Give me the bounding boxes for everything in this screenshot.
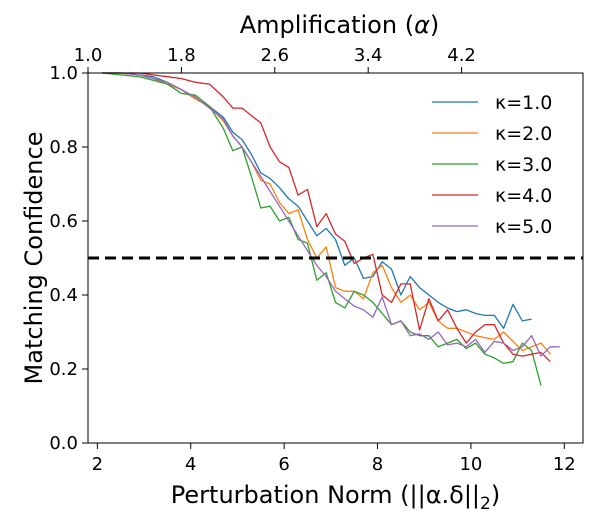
legend: κ=1.0 κ=2.0 κ=3.0 κ=4.0 κ=5.0 bbox=[432, 92, 552, 238]
x-tick-label: 2 bbox=[92, 454, 103, 475]
y-tick-label: 0.4 bbox=[49, 285, 78, 306]
legend-label-2: κ=2.0 bbox=[495, 123, 552, 145]
y-tick-label: 0.0 bbox=[49, 433, 78, 454]
x-tick-label: 10 bbox=[459, 454, 482, 475]
series-line-5 bbox=[102, 72, 560, 357]
legend-label-1: κ=1.0 bbox=[495, 92, 552, 114]
legend-label-4: κ=4.0 bbox=[495, 185, 552, 207]
x-axis-label-close: ) bbox=[491, 481, 500, 509]
y-tick-label: 1.0 bbox=[49, 63, 78, 84]
y-tick-label: 0.6 bbox=[49, 211, 78, 232]
top-axis-label-main: Amplification ( bbox=[240, 11, 414, 39]
top-axis-label: Amplification (α) bbox=[240, 11, 440, 39]
legend-label-5: κ=5.0 bbox=[495, 216, 552, 238]
x-axis-label-main: Perturbation Norm (||α.δ|| bbox=[171, 481, 480, 509]
series-line-3 bbox=[101, 72, 542, 386]
x-axis-label-subscript: 2 bbox=[480, 494, 491, 514]
y-tick-label: 0.2 bbox=[49, 359, 78, 380]
x-tick-label: 8 bbox=[372, 454, 383, 475]
x-tick-label: 4 bbox=[185, 454, 196, 475]
legend-label-3: κ=3.0 bbox=[495, 154, 552, 176]
top-axis-label-symbol: α bbox=[414, 11, 430, 39]
series-line-4 bbox=[102, 72, 551, 363]
y-axis-label: Matching Confidence bbox=[20, 132, 48, 385]
top-tick-label: 1.8 bbox=[167, 45, 196, 66]
series-layer bbox=[101, 72, 560, 386]
top-axis-label-close: ) bbox=[430, 11, 439, 39]
top-tick-label: 2.6 bbox=[260, 45, 289, 66]
axes-layer: 2 4 6 8 10 12 0.0 0.2 0.4 0.6 0.8 1.01.0 1.8 2.6 3.4 4.… bbox=[49, 45, 575, 475]
x-tick-label: 6 bbox=[278, 454, 289, 475]
top-tick-label: 3.4 bbox=[354, 45, 383, 66]
x-axis-label: Perturbation Norm (||α.δ||2) bbox=[171, 481, 500, 514]
series-line-2 bbox=[102, 72, 551, 355]
x-tick-label: 12 bbox=[553, 454, 576, 475]
top-tick-label: 4.2 bbox=[447, 45, 476, 66]
plot-frame bbox=[87, 72, 584, 444]
top-tick-label: 1.0 bbox=[74, 45, 103, 66]
y-tick-label: 0.8 bbox=[49, 137, 78, 158]
